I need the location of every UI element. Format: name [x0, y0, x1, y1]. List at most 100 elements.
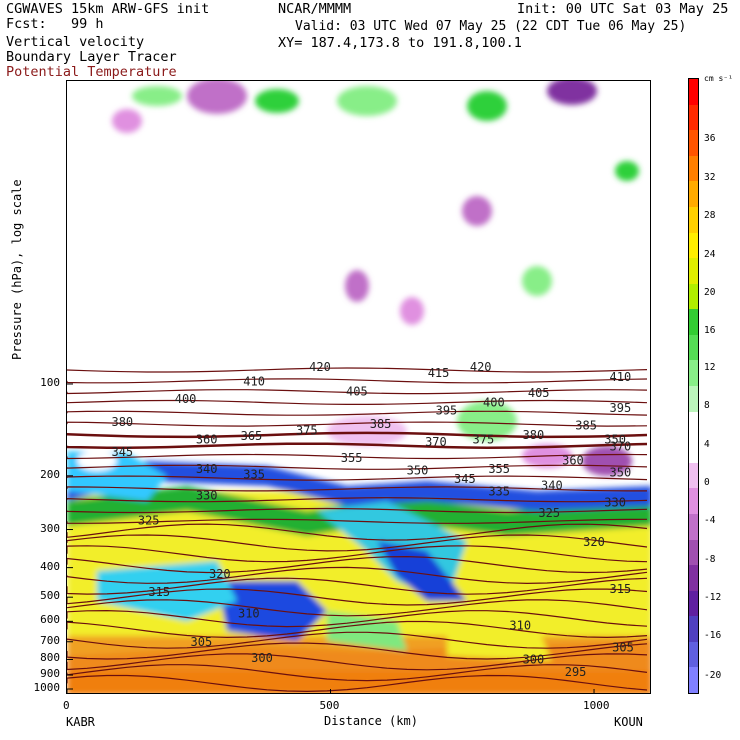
theta-label: 305: [612, 640, 634, 654]
colorbar-label: 4: [704, 439, 710, 450]
tracer-orange-base: [67, 671, 650, 693]
theta-label: 360: [196, 432, 218, 446]
y-tick-label: 700: [40, 633, 60, 647]
theta-label: 330: [604, 496, 626, 510]
theta-contour: [67, 389, 648, 395]
colorbar-segment: [689, 513, 698, 540]
theta-contour: [67, 399, 648, 405]
theta-label: 345: [111, 445, 133, 459]
colorbar-segment: [689, 283, 698, 310]
w-neg-8: [582, 446, 632, 476]
y-tick-label: 200: [40, 467, 60, 481]
theta-contour: [67, 588, 648, 606]
theta-label: 360: [562, 453, 584, 467]
theta-label: 310: [509, 619, 531, 633]
w-neg-1: [187, 81, 247, 114]
tracer-cyan-lobe: [97, 561, 237, 621]
colorbar-label: 16: [704, 325, 716, 336]
theta-contour: [67, 674, 648, 693]
colorbar-segment: [689, 462, 698, 489]
theta-label: 420: [470, 360, 492, 374]
theta-label: 385: [370, 417, 392, 431]
theta-label: 350: [610, 465, 632, 479]
colorbar-segment: [689, 641, 698, 668]
w-neg-4: [345, 270, 369, 302]
theta-label: 320: [209, 567, 231, 581]
theta-contour: [67, 378, 648, 384]
x-tick-label: 500: [319, 699, 340, 712]
colorbar-segment: [689, 130, 698, 157]
theta-contour: [67, 609, 648, 628]
theta-label: 295: [565, 665, 587, 679]
theta-contour: [67, 410, 648, 416]
y-tick-label: 100: [40, 376, 60, 389]
theta-label: 370: [425, 435, 447, 449]
theta-contour: [67, 555, 648, 574]
theta-label: 415: [428, 366, 450, 380]
x-tick-label: 0: [63, 699, 70, 712]
theta-label: 410: [243, 374, 265, 388]
theta-contour: [67, 453, 648, 460]
theta-contour: [67, 497, 648, 503]
theta-label: 405: [346, 385, 368, 399]
colorbar-label: 32: [704, 172, 716, 183]
theta-label: 370: [610, 439, 632, 453]
valid-time: Valid: 03 UTC Wed 07 May 25 (22 CDT Tue …: [295, 19, 687, 34]
cross-section-plot: 420 420 410 415 410 400 405 400 405 395 395 380 385 3…: [66, 80, 651, 694]
theta-label: 410: [610, 370, 632, 384]
colorbar-label: 0: [704, 477, 710, 488]
colorbar-segment: [689, 309, 698, 336]
colorbar-segment: [689, 590, 698, 617]
y-tick-label: 800: [40, 651, 60, 665]
colorbar-segment: [689, 386, 698, 413]
w-pos-2: [467, 91, 507, 121]
theta-contour: [67, 507, 648, 514]
x-axis-title: Distance (km): [324, 714, 418, 728]
theta-label: 305: [191, 635, 213, 649]
theta-label: 355: [341, 451, 363, 465]
colorbar-segment: [689, 104, 698, 131]
theta-contour: [67, 534, 648, 552]
w-neg-2: [547, 81, 597, 105]
colorbar-label: 24: [704, 249, 716, 260]
theta-label: 350: [407, 463, 429, 477]
left-endpoint-label: KABR: [66, 715, 95, 729]
theta-contour: [67, 475, 648, 481]
colorbar-segment: [689, 539, 698, 566]
w-pos-3: [615, 161, 639, 181]
colorbar-label: 8: [704, 400, 710, 411]
theta-label: 405: [528, 386, 550, 400]
theta-contour: [67, 421, 648, 427]
field-label-vertical-velocity: Vertical velocity: [6, 34, 145, 50]
theta-contour: [67, 431, 648, 439]
y-tick-label: 400: [40, 559, 60, 573]
theta-contour: [67, 599, 648, 617]
init-time: Init: 00 UTC Sat 03 May 25: [517, 1, 729, 17]
theta-label: 325: [538, 506, 560, 520]
theta-label: 400: [175, 392, 197, 406]
theta-label: 395: [436, 403, 458, 417]
tracer-blue-band: [67, 461, 650, 511]
theta-contour: [67, 664, 648, 682]
colorbar-segment: [689, 616, 698, 643]
theta-label: 355: [488, 462, 510, 476]
colorbar-segment: [689, 79, 698, 106]
theta-contour: [67, 486, 647, 492]
tracer-green-patch: [327, 611, 407, 651]
theta-label: 365: [241, 429, 263, 443]
colorbar-label: -16: [704, 630, 722, 641]
colorbar-label: 28: [704, 210, 716, 221]
theta-contour: [67, 442, 648, 449]
theta-label: 350: [604, 432, 626, 446]
plot-canvas: 420 420 410 415 410 400 405 400 405 395 395 380 385 3…: [67, 81, 650, 693]
forecast-hour: Fcst: 99 h: [6, 16, 104, 32]
theta-label: 380: [111, 415, 133, 429]
theta-label: 300: [251, 651, 273, 665]
w-neg-3: [462, 196, 492, 226]
field-label-potential-temperature: Potential Temperature: [6, 64, 177, 80]
theta-label: 380: [523, 428, 545, 442]
colorbar: [688, 78, 699, 694]
colorbar-segment: [689, 155, 698, 182]
w-pos-6: [337, 86, 397, 116]
y-axis-title: Pressure (hPa), log scale: [10, 179, 24, 360]
